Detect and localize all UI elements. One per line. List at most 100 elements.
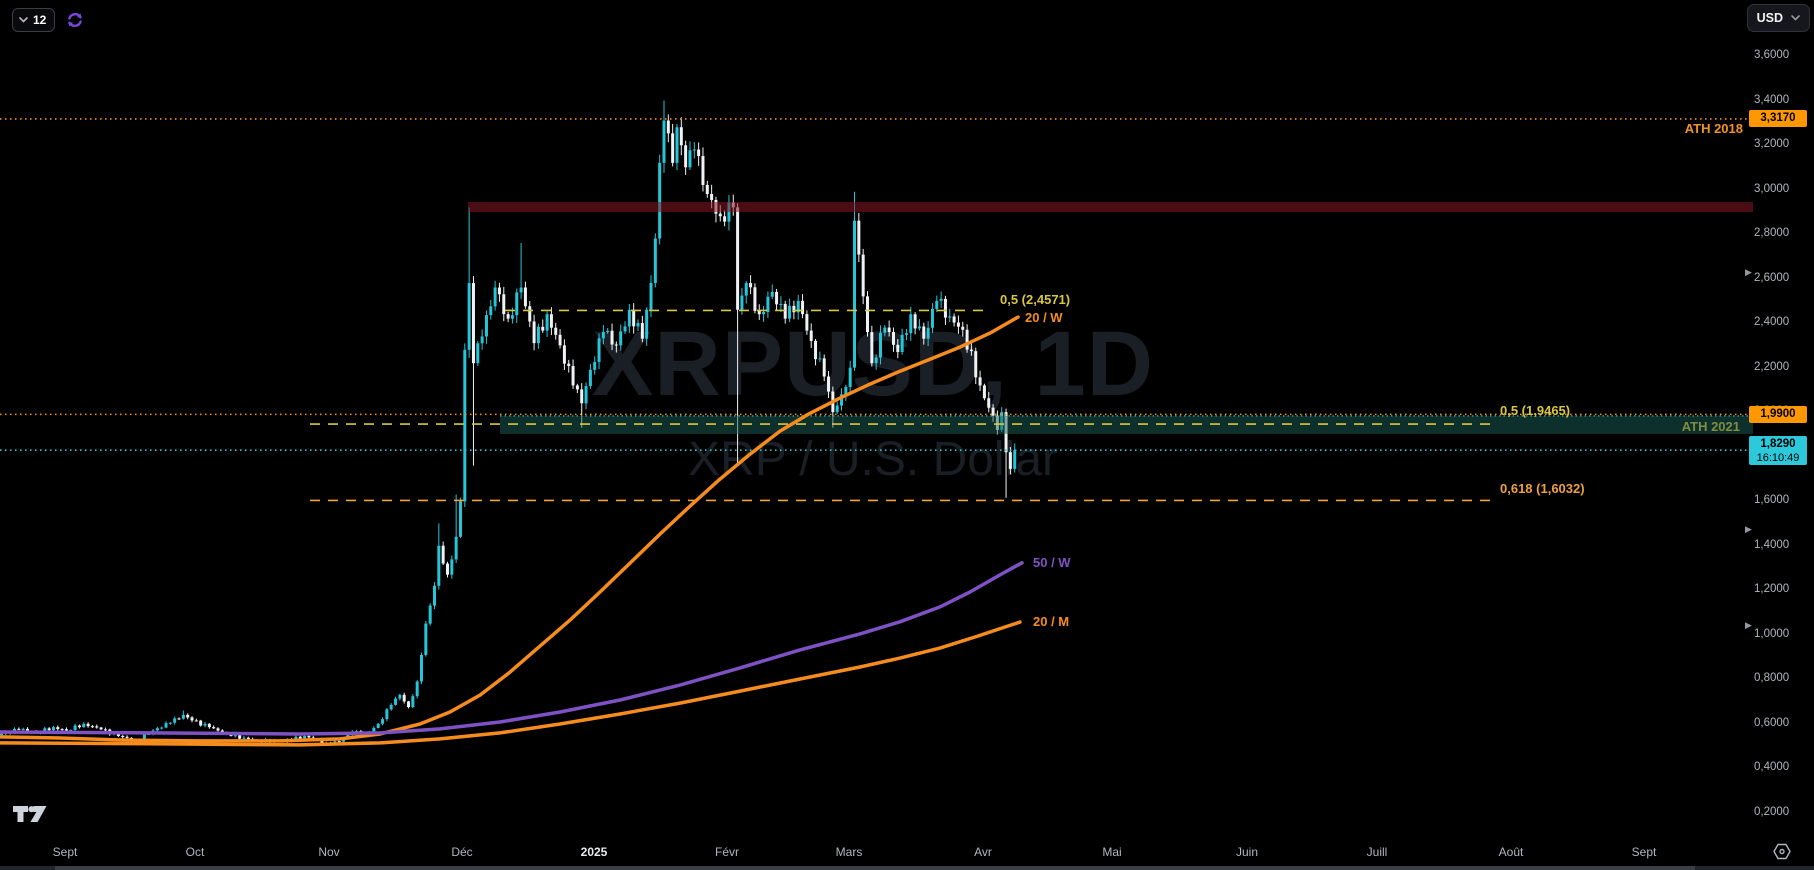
candle-body	[827, 376, 831, 392]
candle-body	[567, 363, 571, 366]
candle-body	[1013, 450, 1017, 469]
candle-body	[697, 149, 701, 157]
candle-body	[649, 283, 653, 310]
price-chart-canvas[interactable]	[0, 0, 1760, 840]
candle-body	[991, 407, 995, 416]
candle-body	[788, 305, 792, 319]
candle-body	[870, 332, 874, 364]
candle-body	[653, 238, 657, 284]
candle-body	[614, 344, 618, 346]
price-tick-label: 1,6000	[1754, 494, 1790, 507]
candle-body	[476, 343, 480, 364]
sync-refresh-icon[interactable]	[65, 10, 85, 30]
candle-body	[562, 345, 566, 364]
candle-body	[381, 719, 385, 724]
price-alert-arrow-icon[interactable]: ▶	[1745, 524, 1752, 534]
candle-body	[17, 728, 21, 730]
time-tick-month: Août	[1498, 845, 1524, 859]
price-tick-label: 2,2000	[1754, 360, 1790, 373]
candle-body	[506, 314, 510, 319]
price-alert-arrow-icon[interactable]: ▶	[1745, 619, 1752, 630]
candle-body	[575, 385, 579, 390]
candle-body	[636, 323, 640, 327]
candle-body	[671, 133, 675, 163]
scrollbar-thumb[interactable]	[55, 866, 1695, 870]
candle-body	[948, 316, 952, 318]
candle-body	[610, 330, 614, 345]
candle-body	[238, 735, 242, 739]
time-tick-month: Mars	[835, 845, 863, 859]
timezone-settings-icon[interactable]	[1771, 842, 1793, 862]
time-tick-month: Nov	[318, 845, 340, 859]
price-tick-label: 0,2000	[1754, 805, 1790, 818]
candle-body	[121, 736, 125, 738]
candle-body	[458, 501, 462, 537]
candle-body	[809, 330, 813, 341]
candle-body	[428, 605, 432, 624]
candle-body	[701, 156, 705, 185]
price-label-1_9900: 1,9900	[1749, 405, 1807, 423]
chevron-down-icon	[19, 17, 28, 23]
candle-body	[744, 283, 748, 296]
candle-body	[974, 351, 978, 378]
candle-body	[982, 385, 986, 399]
time-tick-month: Sept	[52, 845, 78, 859]
candle-body	[194, 720, 198, 722]
candle-body	[801, 300, 805, 315]
candle-body	[541, 326, 545, 331]
candle-body	[835, 405, 839, 413]
time-tick-month: Juin	[1235, 845, 1259, 859]
candle-body	[887, 327, 891, 333]
currency-selector-button[interactable]: USD	[1746, 4, 1810, 32]
candle-body	[727, 202, 731, 222]
time-axis[interactable]: Sept Oct Nov Déc 2025 Févr Mars Avr Mai Juin Juill…	[0, 840, 1814, 866]
candle-body	[56, 727, 60, 730]
candle-body	[90, 726, 94, 728]
candle-body	[86, 723, 90, 727]
candle-body	[454, 536, 458, 560]
time-tick-month: Sept	[1631, 845, 1657, 859]
time-tick-year: 2025	[580, 845, 608, 859]
candle-body	[190, 717, 194, 721]
ma-line-20W	[0, 315, 1020, 743]
tradingview-logo[interactable]	[13, 806, 47, 828]
candle-body	[705, 184, 709, 194]
candle-body	[95, 726, 99, 728]
candle-body	[528, 306, 532, 322]
candle-body	[792, 305, 796, 313]
candle-body	[684, 145, 688, 168]
candle-body	[64, 729, 68, 731]
price-alert-arrow-icon[interactable]: ▶	[1745, 266, 1752, 277]
candle-body	[723, 216, 727, 222]
candle-body	[415, 681, 419, 697]
candle-body	[433, 585, 436, 606]
candle-body	[389, 704, 393, 710]
price-axis[interactable]: 3,6000 3,4000 3,2000 3,0000 2,8000 2,6000 2,40…	[1745, 0, 1814, 840]
candle-body	[718, 213, 722, 217]
candle-body	[645, 309, 649, 339]
bottom-scrollbar[interactable]	[0, 866, 1814, 870]
candle-body	[173, 718, 177, 723]
candle-body	[619, 331, 623, 346]
topbar-left: 12	[12, 8, 85, 32]
candle-body	[601, 332, 605, 339]
candle-body	[536, 326, 540, 344]
price-tick-label: 1,4000	[1754, 538, 1790, 551]
candle-body	[623, 326, 627, 332]
candle-body	[766, 296, 770, 313]
candle-body	[125, 736, 129, 738]
price-label-3_3170: 3,3170	[1749, 110, 1807, 128]
candle-body	[922, 326, 926, 339]
tab-count-dropdown[interactable]: 12	[12, 8, 56, 32]
candle-body	[545, 314, 549, 331]
candle-body	[450, 559, 454, 575]
candle-body	[805, 314, 809, 331]
candle-body	[770, 291, 774, 297]
candle-body	[779, 303, 783, 305]
price-tick-label: 0,8000	[1754, 672, 1790, 685]
candle-body	[549, 314, 553, 328]
candle-body	[181, 714, 185, 719]
candle-body	[168, 722, 172, 724]
supply-zone-red	[468, 202, 1753, 213]
